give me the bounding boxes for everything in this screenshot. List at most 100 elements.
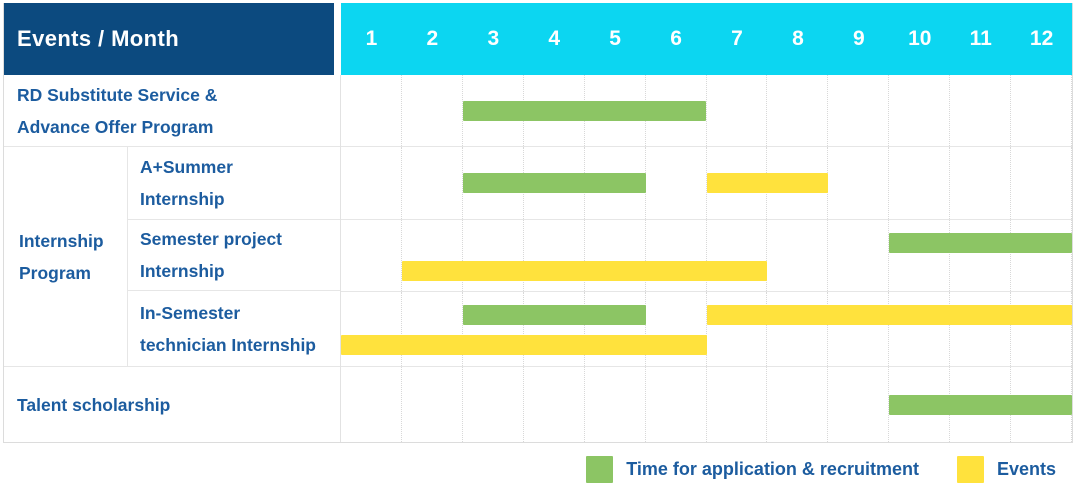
gantt-bar-event [401,261,768,282]
gantt-bar-application [889,394,1072,415]
row-label-talent-scholarship: Talent scholarship [4,367,340,442]
month-grid-cell [889,220,951,291]
month-grid-cell [950,292,1012,366]
month-grid-cell [402,367,463,442]
month-grid-cell [341,220,402,291]
gantt-row-rd-substitute [341,75,1073,147]
month-label: 1 [365,27,378,50]
month-grid-cell [1011,75,1073,146]
month-grid-cell [646,292,707,366]
gantt-bar-event [706,173,829,193]
event-swatch-icon [956,456,984,483]
month-grid-cell [524,220,585,291]
month-grid-cell [463,220,524,291]
month-label: 6 [670,27,682,50]
month-grid-cell [950,147,1012,219]
gantt-row-a-plus-summer [341,147,1073,220]
month-grid-cell [341,75,402,146]
legend: Time for application & recruitment Event… [586,456,1056,483]
month-grid-cell [707,367,768,442]
header-divider [334,3,341,75]
month-grid-cell [950,75,1012,146]
month-grid-cell [828,367,890,442]
month-grid-cell [524,292,585,366]
month-label: 3 [487,27,500,50]
month-label: 8 [792,27,804,50]
month-grid-cell [585,220,646,291]
month-grid-cell [889,75,951,146]
month-grid-cell [341,147,402,219]
row-label-line: RD Substitute Service & [17,84,218,105]
legend-label: Time for application & recruitment [626,459,919,479]
group-label-line: Internship [19,230,104,251]
month-grid-cell [341,367,402,442]
group-sub-labels: A+Summer Internship Semester project Int… [128,147,340,366]
row-label-line: Internship [140,261,225,281]
row-label-line: Internship [140,188,225,209]
month-grid-cell [767,220,829,291]
gantt-bar-event [341,334,707,355]
table-header-row: Events / Month 1 2 3 4 5 6 7 8 9 10 11 1… [4,3,1072,75]
month-label: 4 [548,27,561,50]
gantt-row-semester-project [341,220,1073,292]
month-grid-cell [585,367,646,442]
gantt-chart-area [341,75,1073,442]
row-label-line: Advance Offer Program [17,116,214,137]
month-grid-cell [646,75,707,146]
month-grid-cell [889,147,951,219]
month-grid-cell [950,220,1012,291]
application-swatch-icon [586,456,614,483]
row-label-rd-substitute: RD Substitute Service & Advance Offer Pr… [4,75,340,147]
month-grid-cell [524,367,585,442]
month-grid-cell [828,292,890,366]
month-grid-cell [402,147,463,219]
month-grid-cell [1011,220,1073,291]
month-grid-cell [463,292,524,366]
legend-label: Events [996,459,1056,479]
row-label-line: Semester project [140,229,283,249]
month-grid-cell [402,292,463,366]
month-grid-cell [707,292,768,366]
month-grid-cell [767,292,829,366]
month-grid-cell [707,220,768,291]
month-label: 10 [908,27,932,50]
gantt-bar-event [706,305,1072,326]
month-grid-cell [1011,147,1073,219]
row-label-semester-project: Semester project Internship [128,220,340,292]
row-label-a-plus-summer: A+Summer Internship [128,147,340,220]
month-header-strip: 1 2 3 4 5 6 7 8 9 10 11 12 [341,3,1072,75]
row-label-line: In-Semester [140,302,241,323]
gantt-row-talent-scholarship [341,367,1073,442]
month-grid-cell [767,75,829,146]
month-grid-cell [707,75,768,146]
month-label: 11 [969,27,992,50]
row-label-in-semester-technician: In-Semester technician Internship [128,291,340,366]
month-grid-cell [646,367,707,442]
table-body: RD Substitute Service & Advance Offer Pr… [4,75,1073,442]
gantt-bar-application [462,305,646,326]
events-month-table: Events / Month 1 2 3 4 5 6 7 8 9 10 11 1… [3,3,1073,443]
month-label: 7 [731,27,743,50]
group-label-internship-program: Internship Program [4,147,128,366]
month-label: 2 [426,27,439,50]
month-grid-cell [585,292,646,366]
month-grid-cell [402,220,463,291]
month-grid-cell [646,147,707,219]
group-label-line: Program [19,262,91,283]
legend-item-events: Events [956,456,1056,483]
month-grid-cell [828,147,890,219]
row-label-line: A+Summer [140,156,233,177]
legend-item-application: Time for application & recruitment [586,456,919,483]
month-grid-cell [828,220,890,291]
month-label: 9 [852,27,865,50]
month-label: 12 [1029,27,1054,50]
row-label-line: Talent scholarship [17,394,171,415]
month-grid-cell [341,292,402,366]
month-grid-cell [402,75,463,146]
month-label: 5 [609,27,621,50]
events-month-header: Events / Month [4,3,334,75]
gantt-row-in-semester-technician [341,292,1073,367]
row-label-line: technician Internship [140,334,316,355]
month-grid-cell [767,367,829,442]
